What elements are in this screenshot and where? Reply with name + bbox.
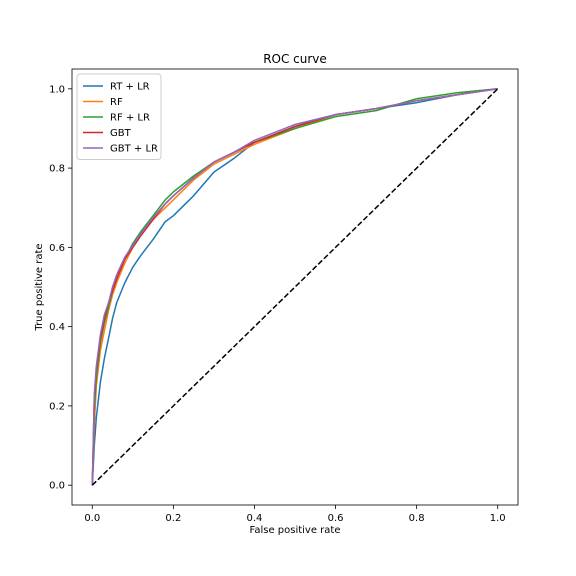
y-tick-label: 0.8	[49, 164, 65, 175]
legend-label-2: RF	[110, 97, 123, 108]
x-tick-label: 0.4	[247, 513, 263, 524]
plot-area	[91, 88, 499, 486]
legend-label-3: RF + LR	[110, 113, 150, 124]
legend-frame	[76, 73, 162, 160]
y-axis-ticks: 0.0 0.2 0.4 0.6 0.8 1.0	[49, 84, 72, 492]
x-tick-label: 0.2	[165, 513, 181, 524]
x-tick-label: 1.0	[490, 513, 506, 524]
series-line-3	[91, 88, 498, 486]
y-tick-label: 0.6	[49, 243, 65, 254]
legend: RT + LR RF RF + LR GBT GBT + LR	[76, 73, 162, 160]
legend-label-1: RT + LR	[110, 82, 150, 93]
axes: 0.0 0.2 0.4 0.6 0.8 1.0 0.0 0.2 0.4 0.6 0.8 1.0 RT…	[49, 68, 519, 524]
x-axis-ticks: 0.0 0.2 0.4 0.6 0.8 1.0	[84, 505, 506, 524]
legend-label-4: GBT	[110, 128, 132, 139]
y-axis-label: True positive rate	[34, 243, 45, 331]
x-axis-label: False positive rate	[250, 525, 341, 536]
series-line-5	[91, 88, 498, 486]
legend-label-5: GBT + LR	[110, 144, 158, 155]
x-tick-label: 0.8	[409, 513, 425, 524]
chart-title: ROC curve	[263, 52, 327, 66]
y-tick-label: 0.0	[49, 481, 65, 492]
y-tick-label: 0.4	[49, 322, 65, 333]
y-tick-label: 1.0	[49, 84, 65, 95]
y-tick-label: 0.2	[49, 401, 65, 412]
x-tick-label: 0.6	[328, 513, 344, 524]
x-tick-label: 0.0	[84, 513, 100, 524]
